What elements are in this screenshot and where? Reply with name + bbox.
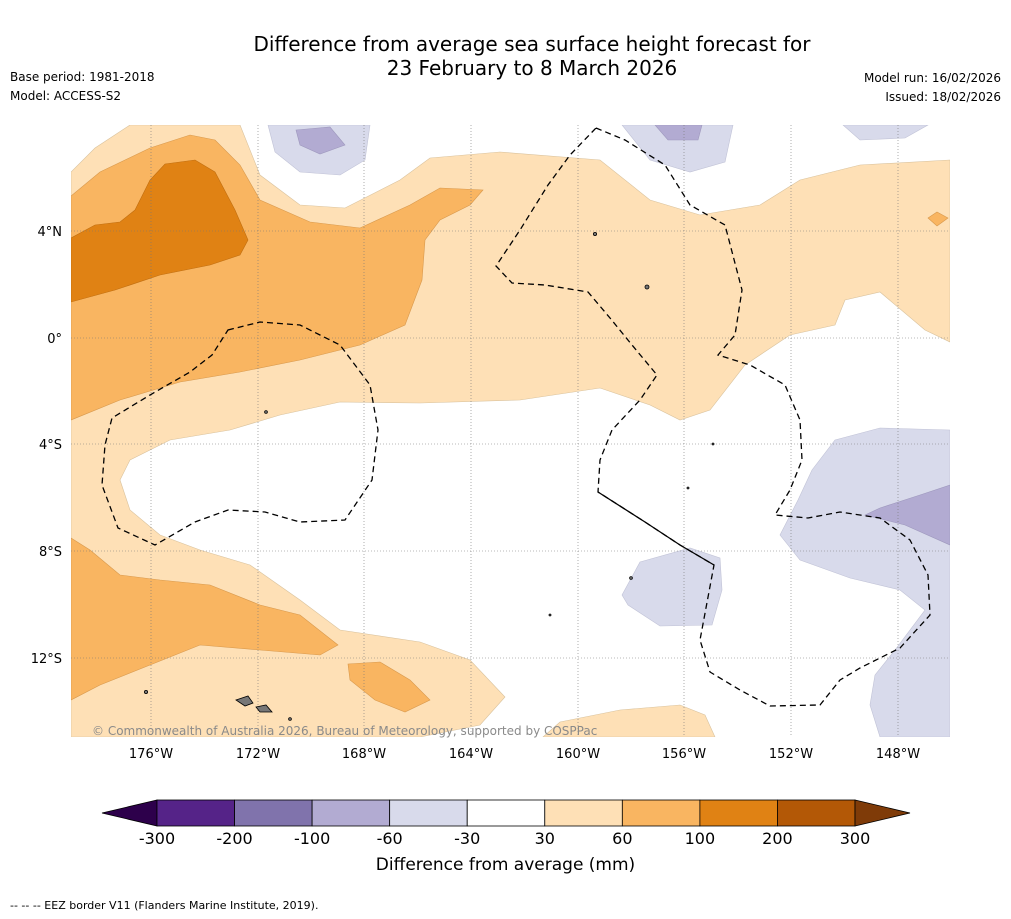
colorbar-extend-high xyxy=(854,799,911,827)
neg-core-north-2 xyxy=(654,125,703,141)
gridlines xyxy=(71,125,950,737)
lon-label: 176°W xyxy=(129,747,173,762)
title-line-2: 23 February to 8 March 2026 xyxy=(386,56,678,80)
copyright-text: © Commonwealth of Australia 2026, Bureau… xyxy=(92,724,597,738)
colorbar-swatch xyxy=(156,799,235,827)
longitude-labels: 176°W 172°W 168°W 164°W 160°W 156°W 152°… xyxy=(129,747,920,762)
lat-label: 8°S xyxy=(39,545,62,560)
colorbar-extend-low xyxy=(101,799,158,827)
island-6 xyxy=(686,486,690,490)
lat-label: 0° xyxy=(47,332,62,347)
colorbar-swatch xyxy=(234,799,313,827)
neg-core-north-1 xyxy=(295,126,346,155)
island-4 xyxy=(143,690,148,695)
colorbar-tick-label: -200 xyxy=(216,829,252,848)
colorbar-tick-label: -100 xyxy=(294,829,330,848)
colorbar-swatch xyxy=(311,799,391,827)
colorbar-swatch xyxy=(699,799,778,827)
lon-label: 148°W xyxy=(876,747,920,762)
meta-left: Base period: 1981-2018 Model: ACCESS-S2 xyxy=(10,68,155,106)
colorbar-tick-label: -300 xyxy=(139,829,175,848)
base-period: Base period: 1981-2018 xyxy=(10,70,155,84)
neg-patch-south xyxy=(621,547,723,627)
band-100-200-core xyxy=(71,159,249,303)
lon-label: 156°W xyxy=(662,747,706,762)
colorbar-tick-label: 60 xyxy=(612,829,632,848)
island-5 xyxy=(711,442,715,446)
island-9 xyxy=(288,717,292,721)
title-line-1: Difference from average sea surface heig… xyxy=(253,32,811,56)
lon-label: 160°W xyxy=(556,747,600,762)
island-8 xyxy=(548,613,552,617)
lat-label: 4°S xyxy=(39,438,62,453)
colorbar: -300 -200 -100 -60 -30 30 60 100 200 300 xyxy=(101,799,911,848)
neg-patch-north-3 xyxy=(842,125,929,141)
neg-core-east xyxy=(864,484,950,546)
neg-patch-north-2 xyxy=(621,125,734,173)
island-1 xyxy=(593,231,598,236)
eez-solid-segment xyxy=(597,491,715,566)
eez-kiribati-gilbert xyxy=(101,321,379,546)
colorbar-tick-label: -60 xyxy=(377,829,403,848)
island-samoa-2 xyxy=(255,704,273,713)
colorbar-tick-label: 300 xyxy=(840,829,871,848)
lon-label: 168°W xyxy=(342,747,386,762)
lat-label: 12°S xyxy=(31,652,62,667)
patch-60-100-east xyxy=(927,211,949,227)
colorbar-title: Difference from average (mm) xyxy=(375,855,636,875)
colorbar-swatch xyxy=(544,799,623,827)
band-60-100-south xyxy=(71,537,339,701)
colorbar-tick-label: 200 xyxy=(762,829,793,848)
map-title: Difference from average sea surface heig… xyxy=(0,32,1011,80)
colorbar-swatch xyxy=(389,799,468,827)
island-2 xyxy=(644,284,650,290)
colorbar-tick-label: 30 xyxy=(535,829,555,848)
lat-label: 4°N xyxy=(38,225,63,240)
eez-borders xyxy=(101,127,931,707)
island-7 xyxy=(629,576,633,580)
colorbar-swatch xyxy=(777,799,856,827)
island-samoa-1 xyxy=(235,695,254,707)
eez-footnote: -- -- -- EEZ border V11 (Flanders Marine… xyxy=(10,899,319,912)
model-run: Model run: 16/02/2026 xyxy=(863,71,1001,85)
lon-label: 164°W xyxy=(449,747,493,762)
latitude-labels: 4°N 0° 4°S 8°S 12°S xyxy=(31,225,62,667)
patch-60-100-south xyxy=(347,661,431,713)
island-3 xyxy=(264,410,268,414)
islands xyxy=(143,231,715,721)
colorbar-tick-label: -30 xyxy=(454,829,480,848)
meta-right: Model run: 16/02/2026 Issued: 18/02/2026 xyxy=(864,69,1001,107)
colorbar-tick-label: 100 xyxy=(685,829,716,848)
colorbar-swatch xyxy=(466,799,546,827)
eez-kiribati-line xyxy=(495,127,931,707)
band-30-60-bottom xyxy=(542,704,716,737)
issued-date: Issued: 18/02/2026 xyxy=(885,90,1001,104)
colorbar-swatch xyxy=(621,799,701,827)
lon-label: 152°W xyxy=(769,747,813,762)
lon-label: 172°W xyxy=(236,747,280,762)
model-name: Model: ACCESS-S2 xyxy=(10,89,122,103)
anomaly-field xyxy=(71,125,950,737)
